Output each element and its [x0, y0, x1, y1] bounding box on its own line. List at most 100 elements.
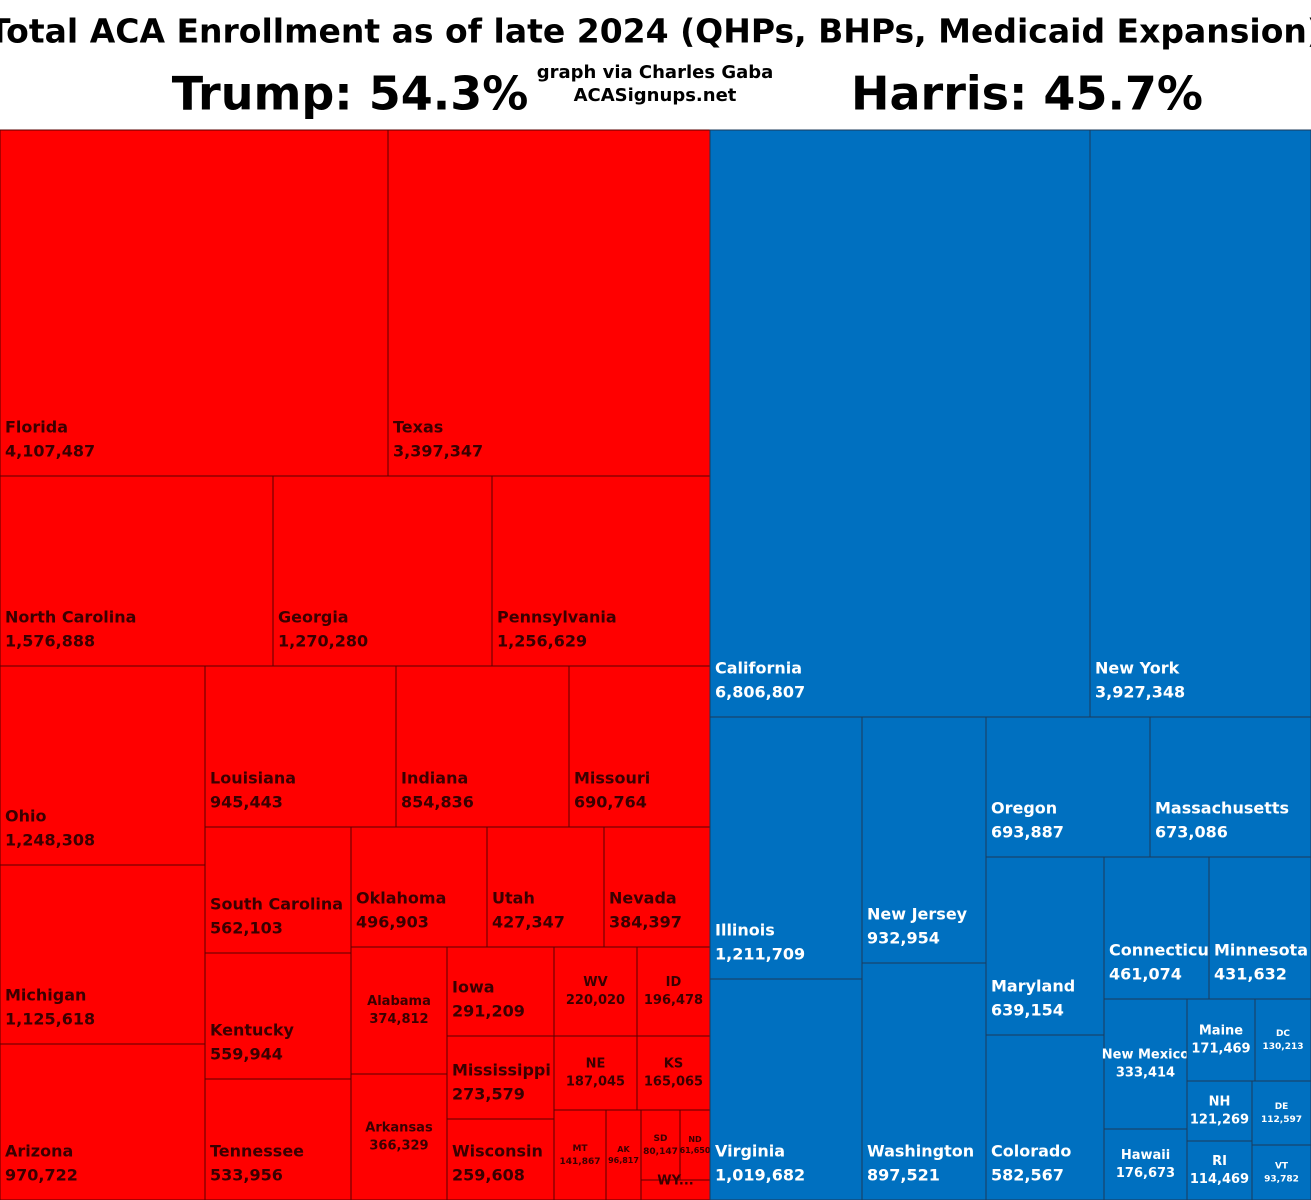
- tile-label: WY...: [657, 1173, 693, 1188]
- tile-label: Minnesota: [1214, 941, 1308, 960]
- tile: [1103, 856, 1210, 1000]
- tile-label: Mississippi: [452, 1061, 551, 1080]
- data-label: 3,397,347: [393, 442, 483, 461]
- tile: [204, 1078, 352, 1200]
- tile: [1254, 998, 1311, 1082]
- data-label: 4,107,487: [5, 442, 95, 461]
- tile: [603, 826, 711, 948]
- tile-label: Wisconsin: [452, 1142, 543, 1161]
- data-label: 130,213: [1263, 1042, 1304, 1052]
- tile-label: New Jersey: [867, 905, 968, 924]
- tile: [1208, 856, 1311, 1000]
- data-label: 196,478: [644, 993, 703, 1008]
- tile: [1251, 1080, 1311, 1146]
- data-label: 1,019,682: [715, 1166, 805, 1185]
- data-label: 427,347: [492, 913, 565, 932]
- data-label: 366,329: [369, 1139, 428, 1154]
- data-label: 559,944: [210, 1045, 283, 1064]
- tile: [204, 665, 397, 828]
- tile: [446, 1035, 555, 1120]
- tile: [553, 1109, 607, 1200]
- tile-label: Alabama: [367, 994, 431, 1009]
- tile-label: Arizona: [5, 1142, 73, 1161]
- tile: [985, 1034, 1105, 1200]
- tile: [640, 1109, 681, 1181]
- data-label: 932,954: [867, 929, 940, 948]
- tile-label: Kentucky: [210, 1021, 295, 1040]
- tile-label: SD: [654, 1134, 668, 1144]
- subtitle: graph via Charles Gaba: [537, 62, 774, 83]
- tile: [1103, 1128, 1188, 1200]
- tile-label: Georgia: [278, 608, 349, 627]
- data-label: 639,154: [991, 1001, 1064, 1020]
- tile-label: Maryland: [991, 977, 1075, 996]
- data-label: 93,782: [1264, 1174, 1299, 1184]
- tile: [679, 1109, 711, 1181]
- data-label: 61,650: [680, 1146, 711, 1155]
- data-label: 673,086: [1155, 823, 1228, 842]
- tile-label: Illinois: [715, 921, 775, 940]
- tile: [272, 475, 493, 667]
- tile-label: New Mexico: [1102, 1047, 1190, 1062]
- tile: [204, 826, 352, 954]
- tile: [0, 475, 274, 667]
- data-label: 1,576,888: [5, 632, 95, 651]
- legend-entry: Harris: 45.7%: [851, 67, 1203, 121]
- tile-label: Indiana: [401, 769, 468, 788]
- tile-label: MT: [572, 1144, 588, 1154]
- tile-label: Arkansas: [365, 1120, 433, 1135]
- tile: [0, 129, 389, 477]
- tile-label: KS: [664, 1056, 683, 1071]
- data-label: 121,269: [1190, 1113, 1249, 1128]
- data-label: 96,817: [608, 1156, 639, 1165]
- tile: [486, 826, 605, 948]
- tile: [553, 1035, 638, 1111]
- tile-label: NH: [1209, 1094, 1231, 1109]
- data-label: 496,903: [356, 913, 429, 932]
- tile: [1186, 1080, 1253, 1142]
- data-label: 533,956: [210, 1166, 283, 1185]
- tile-label: Washington: [867, 1142, 974, 1161]
- data-label: 171,469: [1191, 1042, 1250, 1057]
- data-label: 6,806,807: [715, 683, 805, 702]
- tile-label: Virginia: [715, 1142, 785, 1161]
- tile-label: Ohio: [5, 807, 46, 826]
- tile-label: DE: [1275, 1102, 1289, 1112]
- data-label: 1,248,308: [5, 831, 95, 850]
- tile-label: North Carolina: [5, 608, 136, 627]
- tile-label: New York: [1095, 659, 1180, 678]
- data-label: 374,812: [369, 1012, 428, 1027]
- data-label: 141,867: [560, 1157, 601, 1167]
- data-label: 690,764: [574, 793, 647, 812]
- data-label: 333,414: [1116, 1066, 1175, 1081]
- tile: [709, 978, 863, 1200]
- tile: [1186, 1140, 1253, 1200]
- tile-label: Tennessee: [210, 1142, 304, 1161]
- data-label: 461,074: [1109, 965, 1182, 984]
- data-label: 80,147: [643, 1147, 678, 1157]
- tile: [1186, 998, 1256, 1082]
- data-label: 693,887: [991, 823, 1064, 842]
- tile: [861, 962, 987, 1200]
- tile-label: Louisiana: [210, 769, 296, 788]
- tile: [395, 665, 570, 828]
- tile: [709, 716, 863, 980]
- tile-label: Hawaii: [1121, 1148, 1170, 1163]
- data-label: 3,927,348: [1095, 683, 1185, 702]
- tile-label: VT: [1275, 1162, 1289, 1172]
- data-label: 1,270,280: [278, 632, 368, 651]
- tile-label: Maine: [1199, 1023, 1243, 1038]
- tile-label: South Carolina: [210, 895, 343, 914]
- data-label: 165,065: [644, 1075, 703, 1090]
- tile: [1149, 716, 1311, 858]
- tile: [636, 946, 711, 1037]
- data-label: 220,020: [566, 993, 625, 1008]
- data-label: 112,597: [1261, 1115, 1302, 1125]
- tile: [1089, 129, 1311, 718]
- tile-label: Iowa: [452, 978, 495, 997]
- tile: [387, 129, 711, 477]
- data-label: 582,567: [991, 1166, 1064, 1185]
- tile-label: Michigan: [5, 986, 86, 1005]
- tile-label: Oregon: [991, 799, 1057, 818]
